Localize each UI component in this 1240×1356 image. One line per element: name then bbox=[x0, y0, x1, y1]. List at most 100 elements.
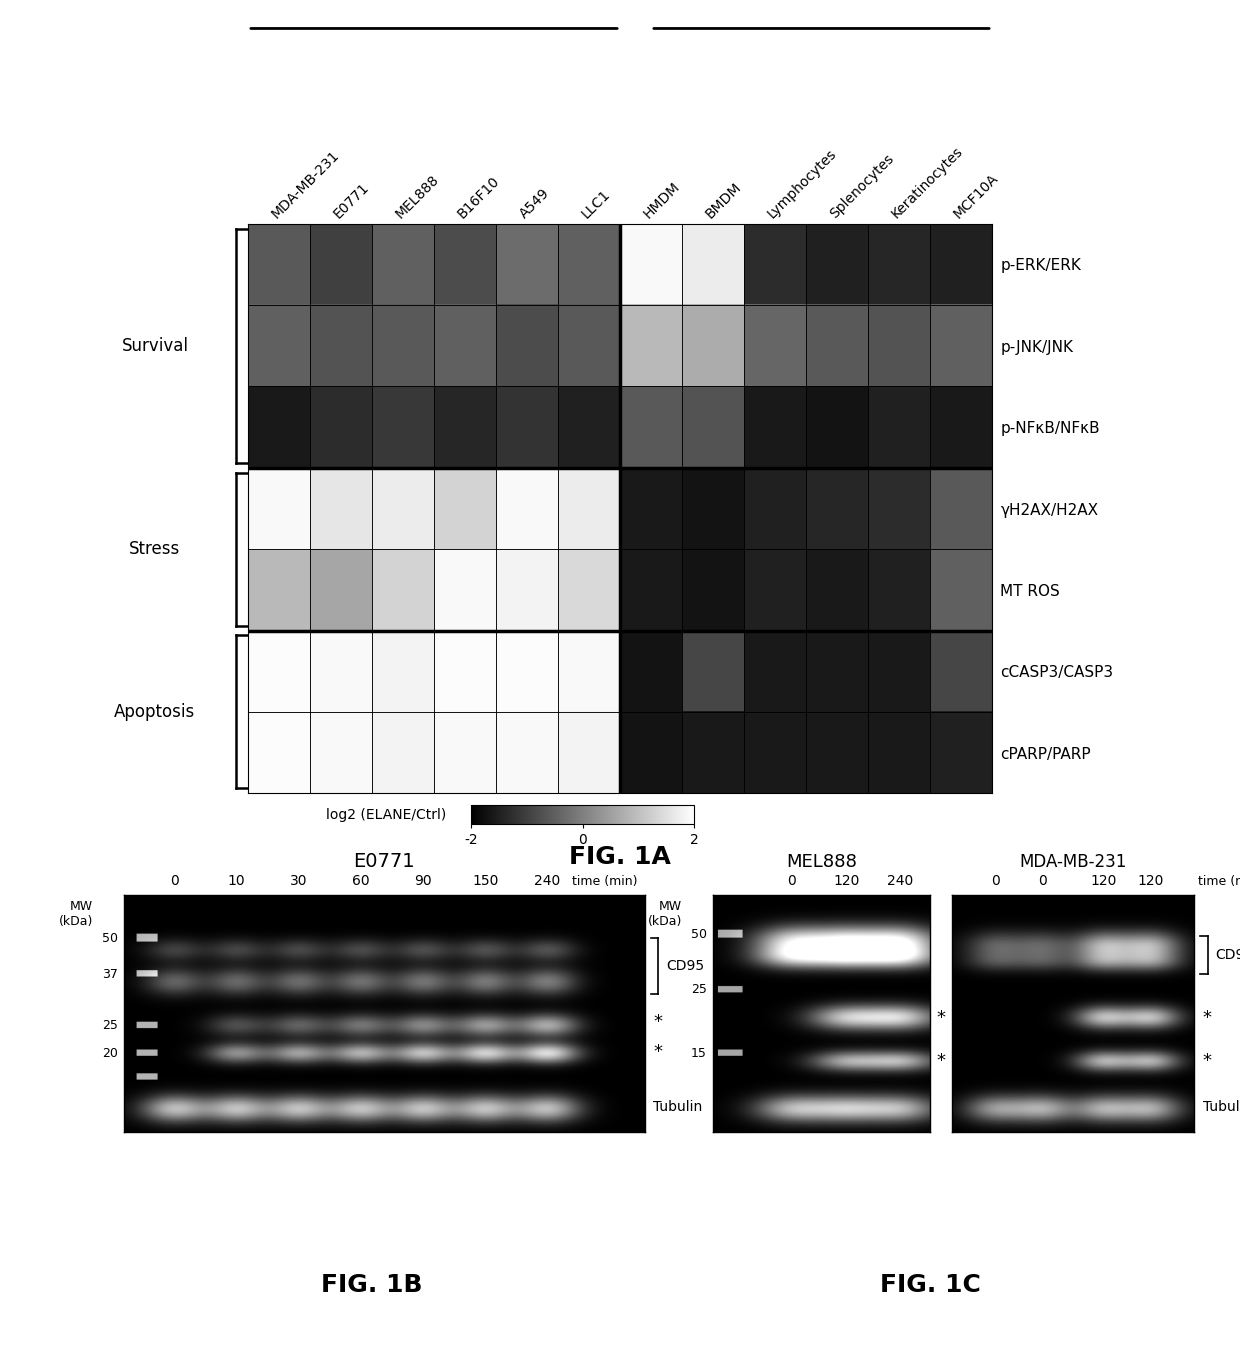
Text: 0: 0 bbox=[991, 875, 999, 888]
Bar bbox=[496, 712, 558, 793]
Bar bbox=[248, 468, 310, 549]
Text: 15: 15 bbox=[691, 1047, 707, 1059]
Text: *: * bbox=[1203, 1052, 1211, 1070]
Bar bbox=[620, 712, 682, 793]
Bar bbox=[248, 549, 310, 631]
Text: Survival: Survival bbox=[122, 336, 188, 355]
Text: *: * bbox=[653, 1013, 662, 1031]
Bar bbox=[372, 224, 434, 305]
Text: FIG. 1A: FIG. 1A bbox=[569, 845, 671, 869]
Bar bbox=[434, 631, 496, 712]
Bar bbox=[682, 549, 744, 631]
Bar bbox=[372, 631, 434, 712]
Bar bbox=[868, 224, 930, 305]
Text: Tubulin: Tubulin bbox=[1203, 1100, 1240, 1113]
Bar bbox=[558, 224, 620, 305]
Text: MW
(kDa): MW (kDa) bbox=[647, 900, 682, 929]
Bar bbox=[434, 224, 496, 305]
Bar bbox=[868, 386, 930, 468]
Bar bbox=[248, 386, 310, 468]
Bar bbox=[868, 631, 930, 712]
Text: 25: 25 bbox=[691, 983, 707, 997]
Text: time (min): time (min) bbox=[572, 875, 637, 888]
Text: FIG. 1C: FIG. 1C bbox=[879, 1273, 981, 1298]
Bar bbox=[806, 549, 868, 631]
Bar bbox=[310, 549, 372, 631]
Title: MEL888: MEL888 bbox=[786, 853, 857, 871]
Bar bbox=[248, 305, 310, 386]
Text: 50: 50 bbox=[102, 932, 118, 945]
Bar bbox=[620, 224, 682, 305]
Bar bbox=[744, 549, 806, 631]
Bar bbox=[372, 386, 434, 468]
Bar bbox=[310, 386, 372, 468]
Text: 30: 30 bbox=[290, 875, 308, 888]
Bar bbox=[930, 386, 992, 468]
Bar bbox=[930, 549, 992, 631]
Text: log2 (ELANE/Ctrl): log2 (ELANE/Ctrl) bbox=[326, 808, 446, 822]
Bar bbox=[930, 224, 992, 305]
Bar bbox=[806, 224, 868, 305]
Bar bbox=[806, 468, 868, 549]
Bar bbox=[496, 224, 558, 305]
Bar bbox=[248, 224, 310, 305]
Text: 50: 50 bbox=[691, 928, 707, 941]
Bar bbox=[682, 305, 744, 386]
Text: 37: 37 bbox=[102, 968, 118, 980]
Bar bbox=[744, 631, 806, 712]
Text: Tubulin: Tubulin bbox=[653, 1100, 703, 1113]
Bar bbox=[806, 305, 868, 386]
Bar bbox=[930, 468, 992, 549]
Bar bbox=[558, 468, 620, 549]
Bar bbox=[620, 549, 682, 631]
Bar bbox=[434, 712, 496, 793]
Bar bbox=[372, 712, 434, 793]
Bar bbox=[310, 224, 372, 305]
Bar bbox=[868, 712, 930, 793]
Bar bbox=[806, 631, 868, 712]
Text: 150: 150 bbox=[472, 875, 498, 888]
Text: Stress: Stress bbox=[129, 540, 181, 559]
Bar bbox=[868, 549, 930, 631]
Text: 0: 0 bbox=[787, 875, 796, 888]
Bar bbox=[434, 549, 496, 631]
Text: *: * bbox=[1203, 1009, 1211, 1026]
Bar bbox=[930, 712, 992, 793]
Bar bbox=[310, 468, 372, 549]
Title: MDA-MB-231: MDA-MB-231 bbox=[1019, 853, 1127, 871]
Bar bbox=[434, 468, 496, 549]
Bar bbox=[868, 468, 930, 549]
Bar bbox=[682, 386, 744, 468]
Bar bbox=[682, 631, 744, 712]
Bar bbox=[496, 386, 558, 468]
Bar bbox=[372, 305, 434, 386]
Bar bbox=[496, 549, 558, 631]
Text: 60: 60 bbox=[352, 875, 370, 888]
Text: 120: 120 bbox=[1138, 875, 1164, 888]
Bar bbox=[310, 305, 372, 386]
Text: Apoptosis: Apoptosis bbox=[114, 702, 196, 721]
Bar bbox=[744, 386, 806, 468]
Text: 20: 20 bbox=[102, 1047, 118, 1059]
Text: time (min): time (min) bbox=[1198, 875, 1240, 888]
Bar bbox=[806, 712, 868, 793]
Bar bbox=[930, 305, 992, 386]
Text: 240: 240 bbox=[534, 875, 560, 888]
Bar bbox=[248, 631, 310, 712]
Text: *: * bbox=[936, 1052, 945, 1070]
Text: CD95: CD95 bbox=[666, 959, 704, 974]
Text: *: * bbox=[936, 1009, 945, 1026]
Bar bbox=[496, 631, 558, 712]
Bar bbox=[558, 712, 620, 793]
Bar bbox=[248, 712, 310, 793]
Bar bbox=[496, 305, 558, 386]
Text: 10: 10 bbox=[228, 875, 246, 888]
Text: CD95: CD95 bbox=[1215, 948, 1240, 961]
Bar bbox=[620, 305, 682, 386]
Bar bbox=[372, 468, 434, 549]
Bar bbox=[434, 305, 496, 386]
Bar bbox=[620, 386, 682, 468]
Bar bbox=[930, 631, 992, 712]
Bar bbox=[682, 468, 744, 549]
Bar bbox=[620, 468, 682, 549]
